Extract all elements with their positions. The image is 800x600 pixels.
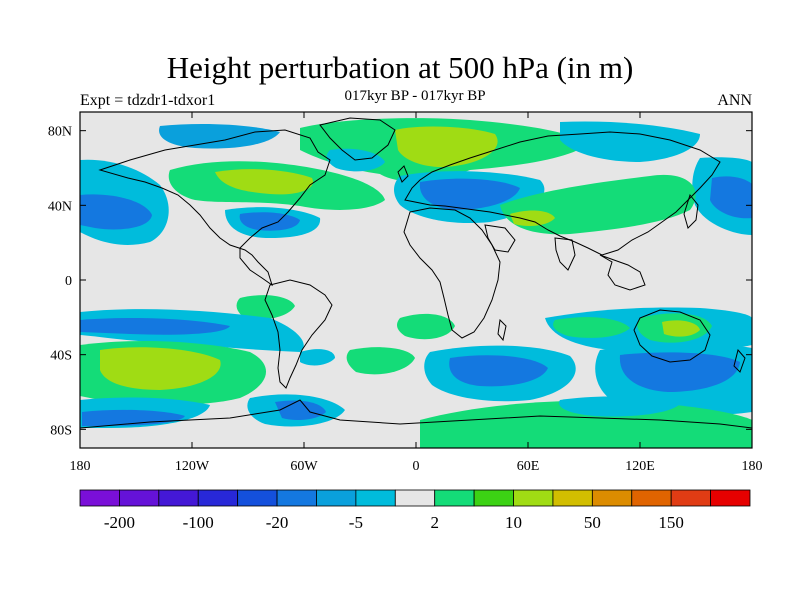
contour-united-states-core xyxy=(239,212,300,231)
coastline-greenland xyxy=(319,117,396,161)
colorbar-box xyxy=(79,489,120,507)
colorbar-box xyxy=(631,489,672,507)
colorbar-label: 150 xyxy=(658,513,684,532)
contour-southeast-pacific-peak xyxy=(100,347,221,390)
contour-southern-indian-core xyxy=(449,355,548,387)
lon-tick-label: 180 xyxy=(742,459,763,474)
contour-south-america-positive xyxy=(236,295,295,320)
coastline-new-zealand xyxy=(733,348,746,373)
contour-alaska-negative xyxy=(159,124,280,149)
coastline-africa xyxy=(403,207,501,339)
colorbar-box xyxy=(513,489,554,507)
lat-tick-label: 80N xyxy=(48,125,72,140)
contour-north-pacific-core xyxy=(80,194,152,230)
contour-antarctic-atlantic-core xyxy=(275,400,326,420)
contour-australia-peak xyxy=(662,320,700,337)
colorbar-box xyxy=(394,489,436,507)
colorbar-box xyxy=(355,489,396,507)
contour-asia-peak xyxy=(510,210,555,226)
colorbar-box xyxy=(197,489,239,507)
contour-south-atlantic-negative xyxy=(300,349,335,366)
coastline-india xyxy=(554,237,576,271)
colorbar-label: -20 xyxy=(266,513,289,532)
lon-tick-label: 180 xyxy=(70,459,91,474)
colorbar-box xyxy=(434,489,475,507)
lon-tick-label: 120W xyxy=(175,459,210,474)
colorbar-label: -100 xyxy=(183,513,214,532)
colorbar-label: 50 xyxy=(584,513,601,532)
colorbar-box xyxy=(158,489,199,507)
contour-south-atlantic-positive xyxy=(397,313,455,340)
colorbar-label: -200 xyxy=(104,513,135,532)
lat-tick-label: 40S xyxy=(50,349,72,364)
experiment-label: Expt = tdzdr1-tdxor1 xyxy=(80,92,216,109)
lat-tick-label: 0 xyxy=(65,274,72,289)
coastline-australia xyxy=(633,309,711,363)
lat-tick-label: 80S xyxy=(50,423,72,438)
coastline-japan xyxy=(683,193,699,229)
colorbar-box xyxy=(710,489,751,507)
lon-tick-label: 120E xyxy=(625,459,655,474)
colorbar-box xyxy=(237,489,278,507)
contour-siberia-negative xyxy=(560,121,700,162)
coastline-europe-asia xyxy=(404,131,721,256)
colorbar-box xyxy=(276,489,317,507)
height-perturbation-field xyxy=(80,112,752,448)
contour-south-pacific-core xyxy=(80,318,230,335)
lon-tick-label: 60E xyxy=(517,459,540,474)
colorbar-label: -5 xyxy=(349,513,363,532)
contour-west-pacific-core xyxy=(710,176,752,219)
season-label: ANN xyxy=(717,92,752,109)
contour-mid-atlantic-positive xyxy=(346,347,415,375)
colorbar-box xyxy=(552,489,593,507)
colorbar: -200 -100 -20 -5 2 10 50 150 xyxy=(79,489,751,532)
plot-subtitle: 017kyr BP - 017kyr BP xyxy=(344,88,486,104)
coastlines xyxy=(80,117,752,429)
axis-ticks: 80N 40N 0 40S 80S 180 120W 60W 0 60E 120E 180 xyxy=(48,112,763,474)
coastline-madagascar xyxy=(497,318,507,342)
colorbar-box xyxy=(670,489,711,507)
colorbar-box xyxy=(316,489,357,507)
contour-south-indian-ocean-positive xyxy=(420,400,752,448)
lon-tick-label: 60W xyxy=(290,459,318,474)
contour-antarctic-indian-negative xyxy=(559,396,680,417)
contour-south-australia-core xyxy=(619,352,740,392)
lon-tick-label: 0 xyxy=(413,459,420,474)
colorbar-box xyxy=(591,489,633,507)
contour-australia-positive xyxy=(553,317,630,338)
plot-title: Height perturbation at 500 hPa (in m) xyxy=(166,50,634,85)
colorbar-box xyxy=(473,489,514,507)
coastline-arabia xyxy=(484,224,516,253)
colorbar-box xyxy=(119,489,160,507)
contour-europe-core xyxy=(419,178,520,210)
coastline-uk xyxy=(397,165,409,183)
lat-tick-label: 40N xyxy=(48,199,72,214)
coastline-southeast-asia xyxy=(599,254,646,291)
coastline-south-america xyxy=(264,279,333,389)
coastline-north-america xyxy=(98,129,331,287)
colorbar-label: 2 xyxy=(430,513,439,532)
colorbar-label: 10 xyxy=(505,513,522,532)
contour-north-america-peak xyxy=(215,169,313,195)
coastline-antarctica xyxy=(80,399,752,429)
